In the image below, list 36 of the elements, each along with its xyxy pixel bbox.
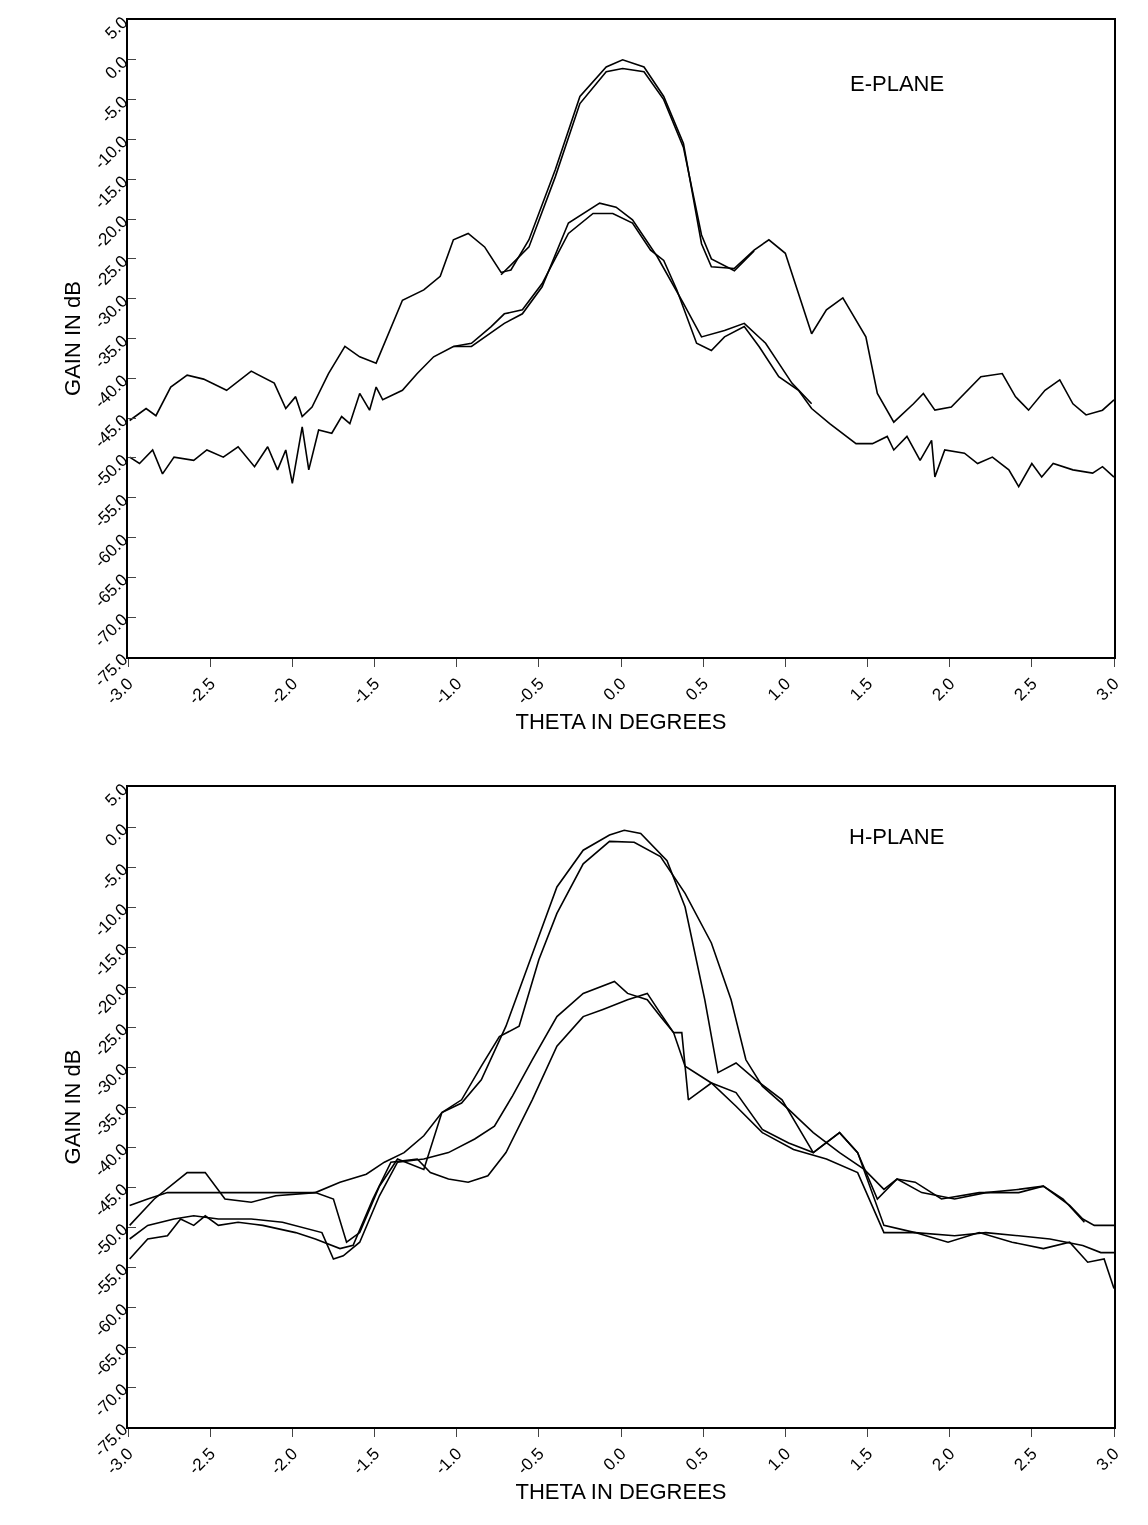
x-axis-title: THETA IN DEGREES (515, 708, 727, 734)
x-tick-label: -2.0 (267, 674, 302, 709)
x-tick-label: -1.0 (431, 674, 466, 709)
x-tick-label: 1.0 (764, 1444, 795, 1475)
y-tick-label: 5.0 (101, 779, 132, 811)
y-tick-label: 0.0 (101, 52, 132, 83)
x-tick-label: -1.5 (349, 1444, 384, 1479)
y-axis-title: GAIN IN dB (59, 1049, 85, 1165)
annotation: E-PLANE (850, 71, 945, 96)
x-tick-label: 1.0 (764, 674, 795, 705)
x-tick-label: 1.5 (846, 674, 877, 705)
x-tick-label: 0.5 (681, 674, 713, 705)
x-tick-label: 2.0 (928, 674, 959, 705)
x-tick-label: 1.5 (846, 1444, 877, 1475)
y-axis-title: GAIN IN dB (59, 281, 85, 396)
y-tick-label: 5.0 (101, 12, 132, 44)
x-tick-label: -1.5 (349, 674, 384, 709)
x-tick-label: -1.0 (431, 1444, 466, 1479)
x-tick-label: 0.5 (681, 1444, 713, 1475)
x-tick-label: -0.5 (513, 674, 548, 709)
x-tick-label: 3.0 (1092, 1444, 1123, 1475)
y-tick-label: -5.0 (97, 92, 132, 127)
x-tick-label: -2.0 (267, 1444, 302, 1479)
y-tick-label: -5.0 (97, 859, 132, 894)
x-tick-label: 2.5 (1010, 1444, 1041, 1475)
x-tick-label: -0.5 (513, 1444, 548, 1479)
x-tick-label: 3.0 (1092, 674, 1123, 705)
x-tick-label: 0.0 (599, 1444, 630, 1475)
x-tick-label: 0.0 (599, 674, 630, 705)
x-tick-label: -2.5 (184, 674, 220, 709)
x-tick-label: -2.5 (184, 1444, 220, 1479)
x-axis-title: THETA IN DEGREES (515, 1478, 727, 1504)
y-tick-label: 0.0 (101, 819, 132, 851)
annotation: H-PLANE (849, 824, 945, 849)
x-tick-label: 2.5 (1010, 674, 1041, 705)
x-tick-label: 2.0 (928, 1444, 959, 1475)
